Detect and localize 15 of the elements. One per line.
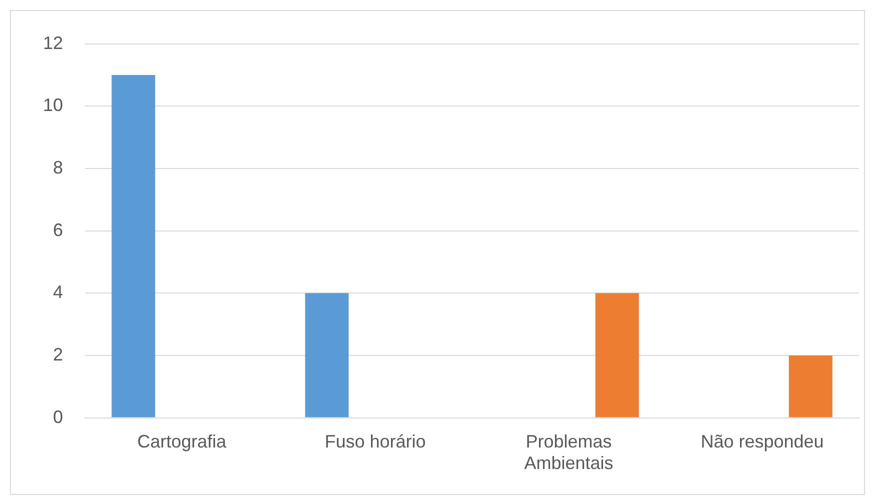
x-tick-label: Não respondeu xyxy=(700,432,824,452)
bar xyxy=(595,293,639,418)
y-tick-label: 10 xyxy=(42,95,64,116)
x-tick-label: Problemas Ambientais xyxy=(524,432,614,474)
bar xyxy=(305,293,349,418)
y-tick-label: 12 xyxy=(42,32,64,53)
x-tick-label: Cartografia xyxy=(137,432,228,452)
bar xyxy=(112,74,156,418)
x-tick-label: Fuso horário xyxy=(324,432,426,452)
y-tick-label: 4 xyxy=(53,282,64,302)
y-tick-label: 2 xyxy=(53,344,64,364)
bar xyxy=(788,355,832,418)
y-tick-label: 6 xyxy=(53,220,64,240)
y-tick-label: 0 xyxy=(53,406,64,427)
y-tick-label: 8 xyxy=(53,157,64,178)
